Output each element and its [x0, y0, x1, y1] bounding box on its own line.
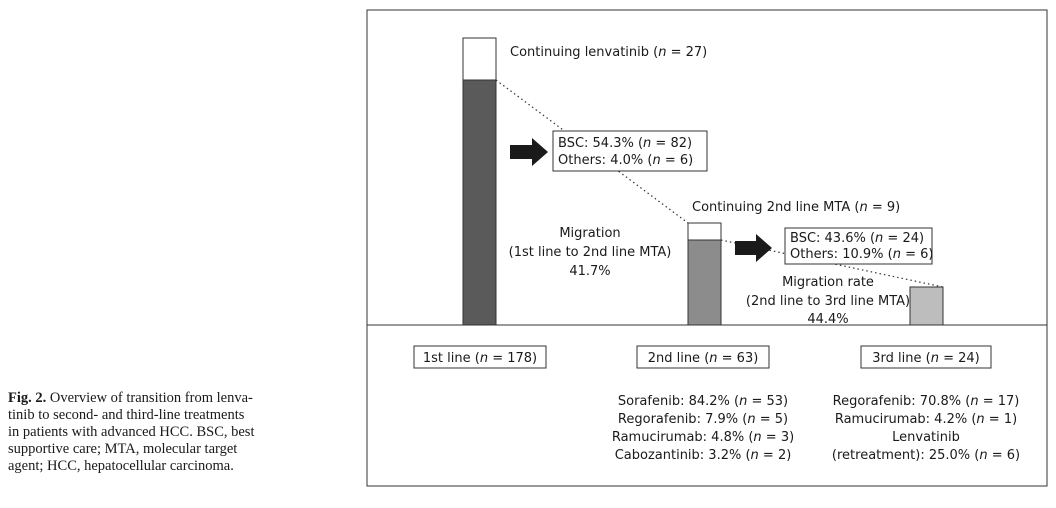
caption-label: Fig. 2.	[8, 390, 46, 406]
caption-line-2: tinib to second- and third-line treatmen…	[8, 407, 245, 423]
box2-others: Others: 10.9% (n = 6)	[790, 247, 933, 262]
bar-3rd-line	[909, 286, 944, 326]
arrow-right-icon	[735, 234, 772, 262]
caption-line-3: in patients with advanced HCC. BSC, best	[8, 424, 254, 440]
migration2-line-3: 44.4%	[807, 312, 848, 327]
migration2-line-2: (2nd line to 3rd line MTA)	[746, 294, 910, 309]
migration1-line-2: (1st line to 2nd line MTA)	[509, 245, 672, 260]
caption-text-1: Overview of transition from lenva-	[46, 390, 253, 406]
second-line-drug: Regorafenib: 7.9% (n = 5)	[618, 412, 788, 427]
caption-line-1: Fig. 2. Overview of transition from lenv…	[8, 390, 253, 406]
migration1-line-1: Migration	[559, 226, 620, 241]
migration1-line-3: 41.7%	[569, 264, 610, 279]
caption-line-5: agent; HCC, hepatocellular carcinoma.	[8, 458, 234, 474]
bar-1st-line	[462, 79, 497, 326]
third-line-drug: (retreatment): 25.0% (n = 6)	[832, 448, 1020, 463]
second-line-drug: Cabozantinib: 3.2% (n = 2)	[615, 448, 792, 463]
migration2-line-1: Migration rate	[782, 275, 874, 290]
second-line-drug: Sorafenib: 84.2% (n = 53)	[618, 394, 788, 409]
second-line-drug: Ramucirumab: 4.8% (n = 3)	[612, 430, 794, 445]
box1-others: Others: 4.0% (n = 6)	[558, 153, 693, 168]
line-label-1st: 1st line (n = 178)	[423, 351, 537, 366]
figure-frame	[366, 9, 1048, 487]
arrow-right-icon	[510, 138, 548, 166]
line-label-box-1st	[413, 345, 547, 369]
box2-bsc: BSC: 43.6% (n = 24)	[790, 231, 924, 246]
outcome-box-1	[552, 130, 708, 172]
bar-1st-continuing	[462, 37, 497, 81]
continuing-2nd-label: Continuing 2nd line MTA (n = 9)	[692, 200, 900, 215]
outcome-box-2	[784, 227, 933, 265]
bar-2nd-line	[687, 239, 722, 326]
line-label-box-2nd	[636, 345, 770, 369]
caption-line-4: supportive care; MTA, molecular target	[8, 441, 237, 457]
line-label-box-3rd	[860, 345, 992, 369]
third-line-drug: Lenvatinib	[892, 430, 960, 445]
bar-2nd-continuing	[687, 222, 722, 241]
line-label-2nd: 2nd line (n = 63)	[648, 351, 759, 366]
box1-bsc: BSC: 54.3% (n = 82)	[558, 136, 692, 151]
third-line-drug: Ramucirumab: 4.2% (n = 1)	[835, 412, 1017, 427]
continuing-lenvatinib-label: Continuing lenvatinib (n = 27)	[510, 45, 707, 60]
third-line-drug: Regorafenib: 70.8% (n = 17)	[833, 394, 1020, 409]
line-label-3rd: 3rd line (n = 24)	[872, 351, 979, 366]
